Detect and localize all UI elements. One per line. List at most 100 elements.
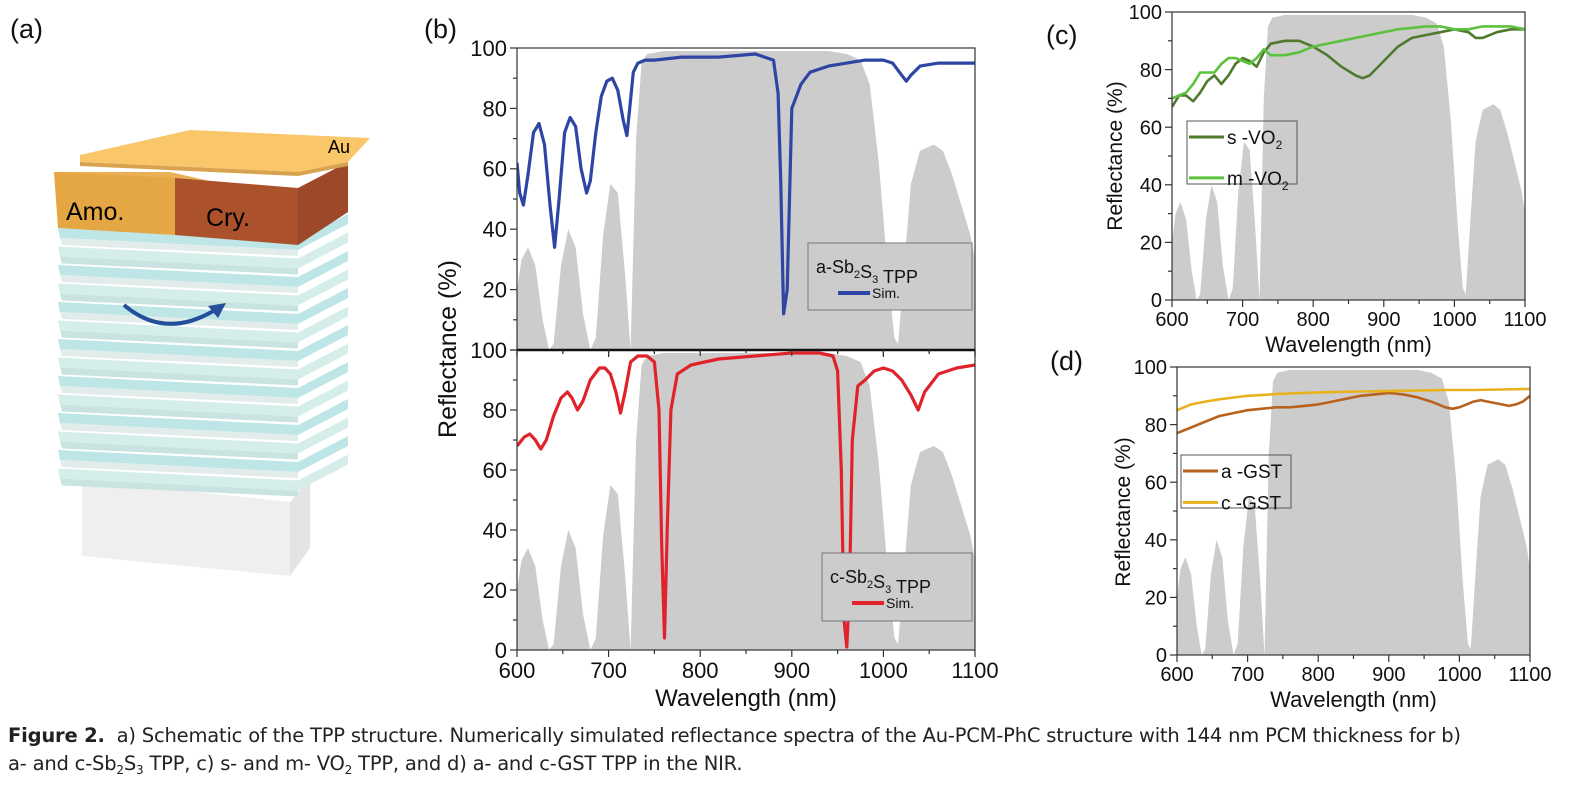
caption-line-1: Figure 2. a) Schematic of the TPP struct… bbox=[8, 722, 1568, 750]
phc-layer bbox=[58, 417, 348, 454]
phc-layer-front bbox=[60, 293, 298, 312]
phc-layer bbox=[58, 325, 348, 361]
legend-box bbox=[821, 552, 973, 622]
phc-layer bbox=[58, 362, 348, 398]
substrate-front bbox=[82, 480, 290, 576]
y-tick-label: 20 bbox=[483, 278, 507, 303]
phc-layer bbox=[58, 288, 348, 324]
legend-entry-label: s -VO2 bbox=[1227, 128, 1283, 152]
y-tick-label: 40 bbox=[1145, 530, 1167, 552]
x-tick-label: 900 bbox=[773, 658, 810, 683]
y-tick-label: 60 bbox=[1145, 472, 1167, 494]
phc-layer-front bbox=[60, 460, 298, 478]
x-tick-label: 1000 bbox=[1432, 309, 1477, 331]
x-axis-label: Wavelength (nm) bbox=[655, 685, 837, 712]
y-tick-label: 0 bbox=[1156, 645, 1167, 667]
y-tick-label: 0 bbox=[1151, 290, 1162, 312]
y-tick-label: 40 bbox=[483, 518, 507, 543]
au-layer-edge bbox=[80, 162, 348, 176]
phc-layer bbox=[58, 399, 348, 435]
pcm-crystalline-side bbox=[298, 162, 348, 245]
y-axis-label: Reflectance (%) bbox=[1112, 437, 1135, 586]
legend-entry-label: m -VO2 bbox=[1227, 169, 1289, 193]
phc-layer bbox=[58, 380, 348, 417]
caption-text-2d: TPP, and d) a- and c-GST TPP in the NIR. bbox=[352, 752, 743, 775]
y-tick-label: 80 bbox=[1145, 415, 1167, 437]
photonic-crystal-stack bbox=[58, 214, 348, 497]
x-tick-label: 600 bbox=[499, 658, 536, 683]
phase-transition-arrow bbox=[122, 303, 217, 326]
phc-layer-front bbox=[60, 312, 298, 330]
y-tick-label: 40 bbox=[483, 217, 507, 242]
caption-text-2b: S bbox=[123, 752, 137, 775]
x-tick-label: 1100 bbox=[1508, 664, 1551, 686]
legend-entry-label: Sim. bbox=[886, 595, 914, 611]
phc-layer-front bbox=[60, 349, 298, 367]
phc-layer bbox=[58, 269, 348, 306]
y-tick-label: 80 bbox=[483, 96, 507, 121]
caption-sub-2: 3 bbox=[136, 763, 144, 777]
au-layer-top bbox=[80, 130, 370, 172]
layer-label-crystalline: Cry. bbox=[206, 204, 250, 232]
caption-line-2: a- and c-Sb2S3 TPP, c) s- and m- VO2 TPP… bbox=[8, 750, 1568, 778]
x-tick-label: 800 bbox=[682, 658, 719, 683]
figure-caption: Figure 2. a) Schematic of the TPP struct… bbox=[8, 722, 1568, 778]
legend-box bbox=[1180, 454, 1292, 509]
series-line-sim- bbox=[517, 351, 975, 649]
y-tick-label: 80 bbox=[1140, 60, 1162, 82]
series-line-m-vo2 bbox=[1172, 25, 1525, 100]
x-tick-label: 1000 bbox=[859, 658, 908, 683]
y-tick-label: 0 bbox=[495, 638, 507, 663]
panel-a-label: (a) bbox=[10, 14, 43, 44]
caption-text-1: a) Schematic of the TPP structure. Numer… bbox=[116, 724, 1461, 747]
y-tick-label: 20 bbox=[1145, 588, 1167, 610]
legend-box bbox=[1186, 120, 1298, 185]
x-tick-label: 800 bbox=[1297, 309, 1330, 331]
caption-text-2c: TPP, c) s- and m- VO bbox=[143, 752, 345, 775]
x-tick-label: 600 bbox=[1160, 664, 1193, 686]
phc-layer-front bbox=[60, 404, 298, 423]
phc-layer bbox=[58, 454, 348, 491]
legend-title: c-Sb2S3 TPP bbox=[830, 567, 931, 597]
y-tick-label: 40 bbox=[1140, 175, 1162, 197]
x-tick-label: 700 bbox=[1231, 664, 1264, 686]
series-line-sim- bbox=[517, 52, 975, 316]
caption-text-2a: a- and c-Sb bbox=[8, 752, 117, 775]
phc-layer bbox=[58, 343, 348, 380]
legend-entry-label: Sim. bbox=[872, 285, 900, 301]
legend-box bbox=[807, 242, 973, 311]
x-tick-label: 1100 bbox=[951, 658, 998, 683]
legend-title: a-Sb2S3 TPP bbox=[816, 257, 918, 287]
tpp-structure-schematic: Au Amo. Cry. bbox=[54, 130, 370, 576]
phc-layer-front bbox=[60, 441, 298, 460]
x-tick-label: 700 bbox=[590, 658, 627, 683]
x-tick-label: 900 bbox=[1372, 664, 1405, 686]
x-tick-label: 900 bbox=[1367, 309, 1400, 331]
x-tick-label: 1000 bbox=[1437, 664, 1482, 686]
x-tick-label: 800 bbox=[1302, 664, 1335, 686]
caption-title: Figure 2. bbox=[8, 724, 105, 747]
phc-reflectance-band bbox=[1172, 14, 1525, 300]
legend-entry-label: c -GST bbox=[1221, 493, 1282, 514]
y-axis-label: Reflectance (%) bbox=[434, 260, 462, 438]
y-tick-label: 100 bbox=[1134, 357, 1167, 379]
phc-layer-front bbox=[60, 330, 298, 349]
x-axis-label: Wavelength (nm) bbox=[1265, 332, 1432, 357]
phc-layer-front bbox=[60, 478, 298, 497]
layer-label-au: Au bbox=[328, 137, 350, 157]
y-tick-label: 100 bbox=[470, 338, 507, 363]
y-axis-label: Reflectance (%) bbox=[1104, 81, 1127, 230]
y-tick-label: 20 bbox=[1140, 233, 1162, 255]
phc-layer-front bbox=[60, 367, 298, 386]
panel-d-label: (d) bbox=[1050, 346, 1083, 376]
phc-reflectance-band bbox=[1177, 369, 1530, 655]
x-tick-label: 600 bbox=[1155, 309, 1188, 331]
substrate-side bbox=[290, 478, 310, 576]
layer-label-amorphous: Amo. bbox=[66, 198, 124, 226]
caption-sub-1: 2 bbox=[116, 763, 124, 777]
phc-layer-front bbox=[60, 238, 298, 256]
